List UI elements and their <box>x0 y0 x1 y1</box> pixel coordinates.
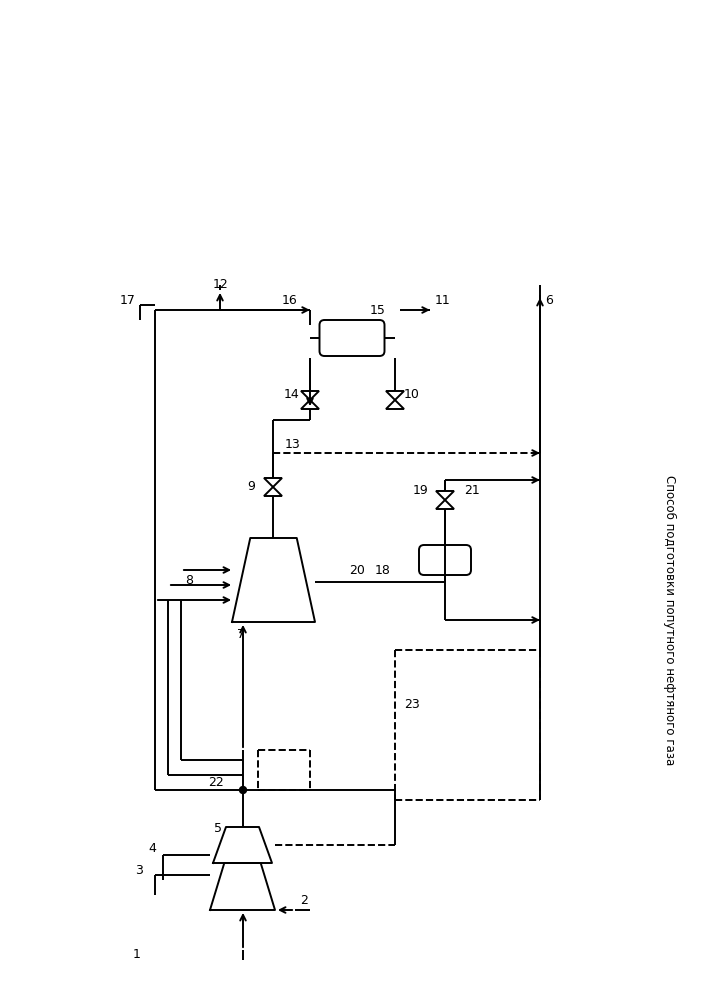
Text: 15: 15 <box>370 304 386 316</box>
Polygon shape <box>264 487 282 496</box>
Text: 20: 20 <box>349 564 365 576</box>
Text: 18: 18 <box>375 564 391 576</box>
Text: 16: 16 <box>282 294 298 306</box>
Text: 23: 23 <box>404 698 420 712</box>
Text: 12: 12 <box>213 278 229 292</box>
Text: 8: 8 <box>185 574 193 586</box>
Polygon shape <box>301 400 319 409</box>
Text: 9: 9 <box>247 481 255 493</box>
Polygon shape <box>264 478 282 487</box>
Text: 19: 19 <box>413 484 428 496</box>
Polygon shape <box>301 391 319 400</box>
Circle shape <box>240 786 247 794</box>
Text: Способ подготовки попутного нефтяного газа: Способ подготовки попутного нефтяного га… <box>663 475 677 765</box>
Text: 1: 1 <box>133 948 141 962</box>
Text: 13: 13 <box>285 438 300 452</box>
Text: 2: 2 <box>300 894 308 906</box>
Text: 22: 22 <box>208 776 223 788</box>
Text: 14: 14 <box>284 388 300 401</box>
Text: 11: 11 <box>435 294 451 306</box>
Text: 7: 7 <box>237 629 245 642</box>
Text: 17: 17 <box>120 294 136 306</box>
Polygon shape <box>436 491 454 500</box>
Text: 4: 4 <box>148 842 156 854</box>
Text: 5: 5 <box>214 822 222 834</box>
Text: 6: 6 <box>545 294 553 306</box>
Polygon shape <box>436 500 454 509</box>
Text: 3: 3 <box>135 863 143 876</box>
Text: 10: 10 <box>404 388 420 401</box>
Text: 21: 21 <box>464 484 480 496</box>
Polygon shape <box>386 400 404 409</box>
Polygon shape <box>386 391 404 400</box>
